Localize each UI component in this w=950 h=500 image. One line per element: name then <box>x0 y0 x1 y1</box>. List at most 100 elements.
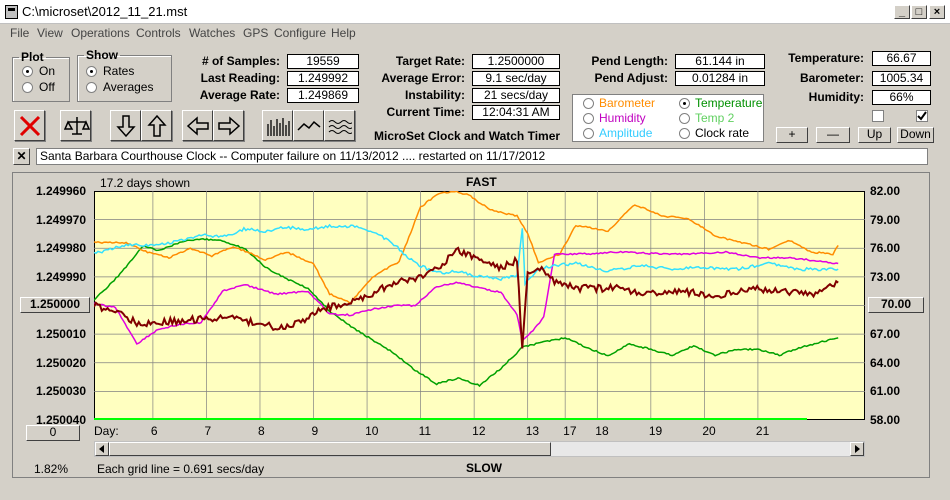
window-title: C:\microset\2012_11_21.mst <box>22 4 188 19</box>
rates-radio[interactable] <box>86 66 97 77</box>
series-rate <box>94 246 839 349</box>
sensor-checkbox-2[interactable] <box>916 110 928 122</box>
wave-plot-button[interactable] <box>324 110 355 141</box>
plus-button[interactable]: + <box>776 127 808 143</box>
samples-label: # of Samples: <box>201 54 280 68</box>
scroll-left-arrow-icon[interactable] <box>95 442 109 456</box>
rate-chart <box>94 191 865 420</box>
arrow-up-button[interactable] <box>141 110 172 141</box>
dismiss-note-button[interactable]: ✕ <box>13 148 30 165</box>
plot-off-label: Off <box>39 80 55 94</box>
y-left-tick: 1.249980 <box>35 241 86 256</box>
plot-on-radio[interactable] <box>22 66 33 77</box>
current-time-value: 12:04:31 AM <box>472 105 560 120</box>
note-field[interactable]: Santa Barbara Courthouse Clock -- Comput… <box>36 148 928 165</box>
x-tick: 6 <box>150 424 158 438</box>
menu-operations[interactable]: Operations <box>71 26 130 40</box>
app-icon <box>5 5 18 19</box>
right-value-button[interactable]: 70.00 <box>868 297 924 313</box>
rates-label: Rates <box>103 64 135 78</box>
instability-value: 21 secs/day <box>472 88 560 103</box>
instability-label: Instability: <box>404 88 465 102</box>
percent-label: 1.82% <box>34 462 69 476</box>
app-caption: MicroSet Clock and Watch Timer <box>374 129 561 143</box>
scroll-right-arrow-icon[interactable] <box>850 442 864 456</box>
plot-on-label: On <box>39 64 56 78</box>
y-right-tick: 61.00 <box>870 384 901 399</box>
temp2-radio[interactable] <box>679 113 690 124</box>
show-group-title: Show <box>86 48 118 62</box>
sensor-checkbox-1[interactable] <box>872 110 884 122</box>
menu-bar: File View Operations Controls Watches GP… <box>0 24 950 42</box>
down-button[interactable]: Down <box>897 127 934 143</box>
target-rate-value[interactable]: 1.2500000 <box>472 54 560 69</box>
menu-file[interactable]: File <box>10 26 30 40</box>
series-amplitude <box>94 223 839 287</box>
clock-rate-radio[interactable] <box>679 128 690 139</box>
menu-view[interactable]: View <box>37 26 63 40</box>
barometer-label: Barometer: <box>799 71 864 85</box>
maximize-button[interactable]: □ <box>911 5 927 19</box>
x-tick: 21 <box>755 424 770 438</box>
humidity-option-label: Humidity <box>599 111 646 125</box>
x-tick: 10 <box>365 424 379 438</box>
humidity-value: 66% <box>872 90 931 105</box>
y-right-tick: 64.00 <box>870 355 901 370</box>
amplitude-radio[interactable] <box>583 128 594 139</box>
plot-off-radio[interactable] <box>22 82 33 93</box>
horizontal-scrollbar[interactable] <box>94 441 865 457</box>
x-tick: 19 <box>648 424 663 438</box>
menu-configure[interactable]: Configure <box>274 26 327 40</box>
day-label: Day: <box>94 424 119 438</box>
title-bar: C:\microset\2012_11_21.mst _ □ × <box>0 0 950 24</box>
pend-length-value[interactable]: 61.144 in <box>675 54 765 69</box>
up-button[interactable]: Up <box>858 127 891 143</box>
barometer-option-label: Barometer <box>599 96 656 110</box>
menu-gps[interactable]: GPS <box>243 26 269 40</box>
close-window-button[interactable]: × <box>929 5 945 19</box>
x-tick: 17 <box>563 424 577 438</box>
x-tick: 13 <box>525 424 540 438</box>
pend-length-label: Pend Length: <box>591 54 668 68</box>
y-left-tick: 1.249970 <box>35 212 86 227</box>
scroll-value-button[interactable]: 0 <box>26 425 80 441</box>
arrow-down-icon <box>116 115 136 138</box>
humidity-radio[interactable] <box>583 113 594 124</box>
fast-label: FAST <box>466 175 497 189</box>
scroll-thumb[interactable] <box>109 442 551 456</box>
x-tick: 9 <box>311 424 319 438</box>
temperature-value: 66.67 <box>872 51 931 66</box>
balance-button[interactable] <box>60 110 91 141</box>
wave-plot-icon <box>328 120 352 134</box>
arrow-right-button[interactable] <box>213 110 244 141</box>
left-value-button[interactable]: 1.250000 <box>20 297 90 313</box>
minus-button[interactable]: — <box>816 127 850 143</box>
averages-radio[interactable] <box>86 82 97 93</box>
arrow-up-icon <box>147 114 167 137</box>
minimize-button[interactable]: _ <box>894 5 910 19</box>
menu-watches[interactable]: Watches <box>189 26 236 40</box>
bar-plot-icon <box>267 118 290 136</box>
barometer-value: 1005.34 <box>872 71 931 86</box>
bar-plot-button[interactable] <box>262 110 293 141</box>
pend-adjust-value[interactable]: 0.01284 in <box>675 71 765 86</box>
series-temperature <box>94 238 839 388</box>
days-shown-label: 17.2 days shown <box>100 176 191 190</box>
temperature-option-label: Temperature <box>695 96 763 110</box>
menu-help[interactable]: Help <box>331 26 356 40</box>
barometer-radio[interactable] <box>583 98 594 109</box>
amplitude-option-label: Amplitude <box>599 126 653 140</box>
x-tick: 12 <box>472 424 486 438</box>
arrow-down-button[interactable] <box>110 110 141 141</box>
average-rate-label: Average Rate: <box>199 88 280 102</box>
temperature-radio[interactable] <box>679 98 690 109</box>
show-group: Show <box>77 48 172 102</box>
menu-controls[interactable]: Controls <box>136 26 181 40</box>
line-plot-button[interactable] <box>293 110 324 141</box>
y-right-tick: 67.00 <box>870 327 901 342</box>
average-rate-value: 1.249869 <box>287 88 359 103</box>
clear-button[interactable] <box>14 110 45 141</box>
arrow-left-button[interactable] <box>182 110 213 141</box>
humidity-label: Humidity: <box>808 90 864 104</box>
arrow-right-icon <box>218 116 241 136</box>
